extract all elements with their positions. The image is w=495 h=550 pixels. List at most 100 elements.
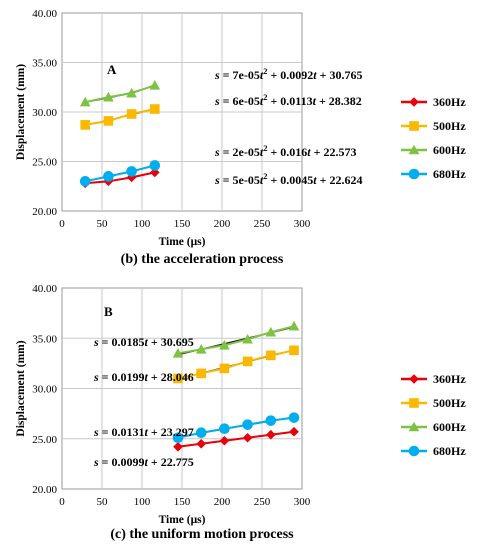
data-point: [242, 356, 253, 367]
equation-part: 2: [263, 92, 267, 102]
data-point: [126, 109, 137, 119]
x-tick-label: 50: [97, 496, 109, 508]
x-tick-label: 0: [59, 496, 65, 508]
chart-caption: (c) the uniform motion process: [110, 527, 294, 542]
data-point: [408, 421, 420, 432]
x-tick-label: 250: [254, 496, 271, 508]
data-point: [126, 87, 137, 98]
data-point: [266, 350, 276, 361]
legend-label: 680Hz: [433, 444, 466, 458]
chart-2: 20.00 25.00 30.00 35.00 40.00 0 50 100 150 200 250…: [15, 283, 466, 542]
equation-part: = 0.0099: [99, 455, 145, 469]
data-point: [219, 339, 230, 350]
legend-item: 680Hz: [401, 167, 466, 181]
y-tick-label: 25.00: [32, 434, 57, 446]
legend-label: 600Hz: [433, 420, 466, 434]
equation-part: s: [214, 94, 220, 108]
y-tick-label: 35.00: [32, 58, 57, 70]
data-point: [242, 333, 253, 344]
equation-part: t: [313, 68, 317, 82]
equation-part: + 28.382: [316, 94, 362, 108]
series-680Hz: [172, 412, 300, 444]
y-tick-label: 25.00: [32, 157, 57, 169]
data-point: [172, 432, 184, 444]
equation-part: t: [145, 425, 149, 439]
data-point: [242, 419, 253, 430]
equation-annotation: s = 6e-05t2 + 0.0113t + 28.382: [214, 92, 362, 108]
equation-annotation: s = 7e-05t2 + 0.0092t + 30.765: [214, 66, 362, 82]
data-point: [103, 116, 114, 126]
equation-annotation: s = 0.0131t + 23.297: [93, 425, 194, 439]
equation-part: t: [313, 173, 317, 187]
equation-part: t: [145, 370, 149, 384]
data-point: [196, 368, 206, 379]
data-point: [103, 91, 114, 102]
data-point: [265, 415, 277, 426]
data-point: [196, 438, 206, 449]
data-point: [149, 160, 161, 171]
data-point: [289, 426, 299, 437]
equation-part: t: [260, 173, 264, 187]
equation-part: s: [214, 145, 220, 159]
data-point: [289, 345, 299, 356]
series-line: [85, 171, 156, 185]
equation-part: s: [93, 370, 99, 384]
equation-part: s: [214, 68, 220, 82]
equation-annotation: s = 0.0199t + 28.046: [93, 370, 194, 384]
data-point: [265, 326, 277, 337]
equation-part: t: [145, 455, 149, 469]
equation-part: s: [214, 173, 220, 187]
series-600Hz: [79, 79, 161, 107]
x-tick-label: 100: [134, 496, 151, 508]
equation-part: s: [93, 455, 99, 469]
x-tick-label: 100: [134, 218, 151, 230]
equation-part: = 7e-05: [220, 68, 260, 82]
equation-part: + 22.624: [317, 173, 363, 187]
equation-annotation: s = 2e-05t2 + 0.016t + 22.573: [214, 143, 356, 159]
series-680Hz: [79, 160, 161, 187]
equation-part: = 0.0131: [99, 425, 145, 439]
data-point: [219, 435, 230, 446]
equation-part: = 2e-05: [220, 145, 260, 159]
series-line: [84, 84, 156, 104]
data-point: [266, 429, 276, 440]
data-point: [408, 144, 420, 155]
y-tick-label: 40.00: [32, 8, 57, 20]
data-point: [80, 120, 90, 130]
data-point: [172, 348, 184, 358]
equation-part: = 0.0185: [99, 335, 145, 349]
x-tick-label: 150: [174, 496, 191, 508]
y-tick-label: 30.00: [32, 107, 57, 119]
data-point: [79, 96, 91, 107]
equation-part: = 5e-05: [220, 173, 260, 187]
equation-annotation: s = 0.0185t + 30.695: [93, 335, 194, 349]
equation-part: + 30.695: [148, 335, 194, 349]
equation-part: + 30.765: [317, 68, 363, 82]
series-600Hz: [172, 320, 300, 358]
data-point: [173, 441, 183, 452]
series-line: [177, 325, 295, 355]
x-tick-label: 0: [59, 218, 65, 230]
x-tick-label: 300: [294, 496, 311, 508]
y-tick-label: 30.00: [32, 384, 57, 396]
series-500Hz: [80, 104, 160, 130]
equation-part: t: [145, 335, 149, 349]
equation-part: 2: [263, 171, 267, 181]
equation-part: s: [93, 335, 99, 349]
y-tick-label: 20.00: [32, 484, 57, 496]
equation-part: + 28.046: [148, 370, 194, 384]
chart-caption: (b) the acceleration process: [121, 252, 284, 267]
data-point: [288, 412, 300, 423]
equation-part: 2: [263, 143, 267, 153]
x-axis-label: Time (μs): [159, 236, 206, 248]
y-tick-label: 20.00: [32, 206, 57, 218]
legend-item: 500Hz: [401, 396, 466, 410]
data-point: [150, 104, 160, 114]
data-point: [409, 374, 419, 384]
equation-part: t: [307, 145, 311, 159]
data-point: [79, 176, 91, 187]
x-axis-label: Time (μs): [159, 514, 206, 526]
equation-part: = 6e-05: [220, 94, 260, 108]
data-point: [126, 166, 137, 177]
